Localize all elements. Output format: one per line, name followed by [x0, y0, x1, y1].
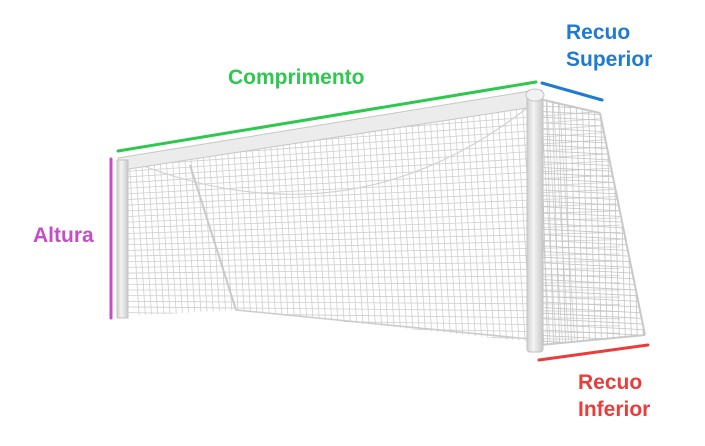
top-setback-line — [540, 81, 604, 102]
length-line — [116, 80, 538, 153]
bottom-setback-label-line1: Recuo — [578, 371, 643, 394]
top-setback-label-line1: Recuo — [566, 21, 631, 44]
bottom-setback-line — [537, 343, 650, 362]
bottom-setback-label: Recuo Inferior — [578, 369, 650, 423]
height-label: Altura — [33, 224, 94, 247]
goal-frame — [116, 88, 545, 353]
length-label: Comprimento — [228, 66, 365, 89]
top-setback-label: Recuo Superior — [566, 19, 652, 73]
top-setback-label-line2: Superior — [566, 48, 653, 71]
bottom-setback-label-line2: Inferior — [578, 398, 651, 421]
